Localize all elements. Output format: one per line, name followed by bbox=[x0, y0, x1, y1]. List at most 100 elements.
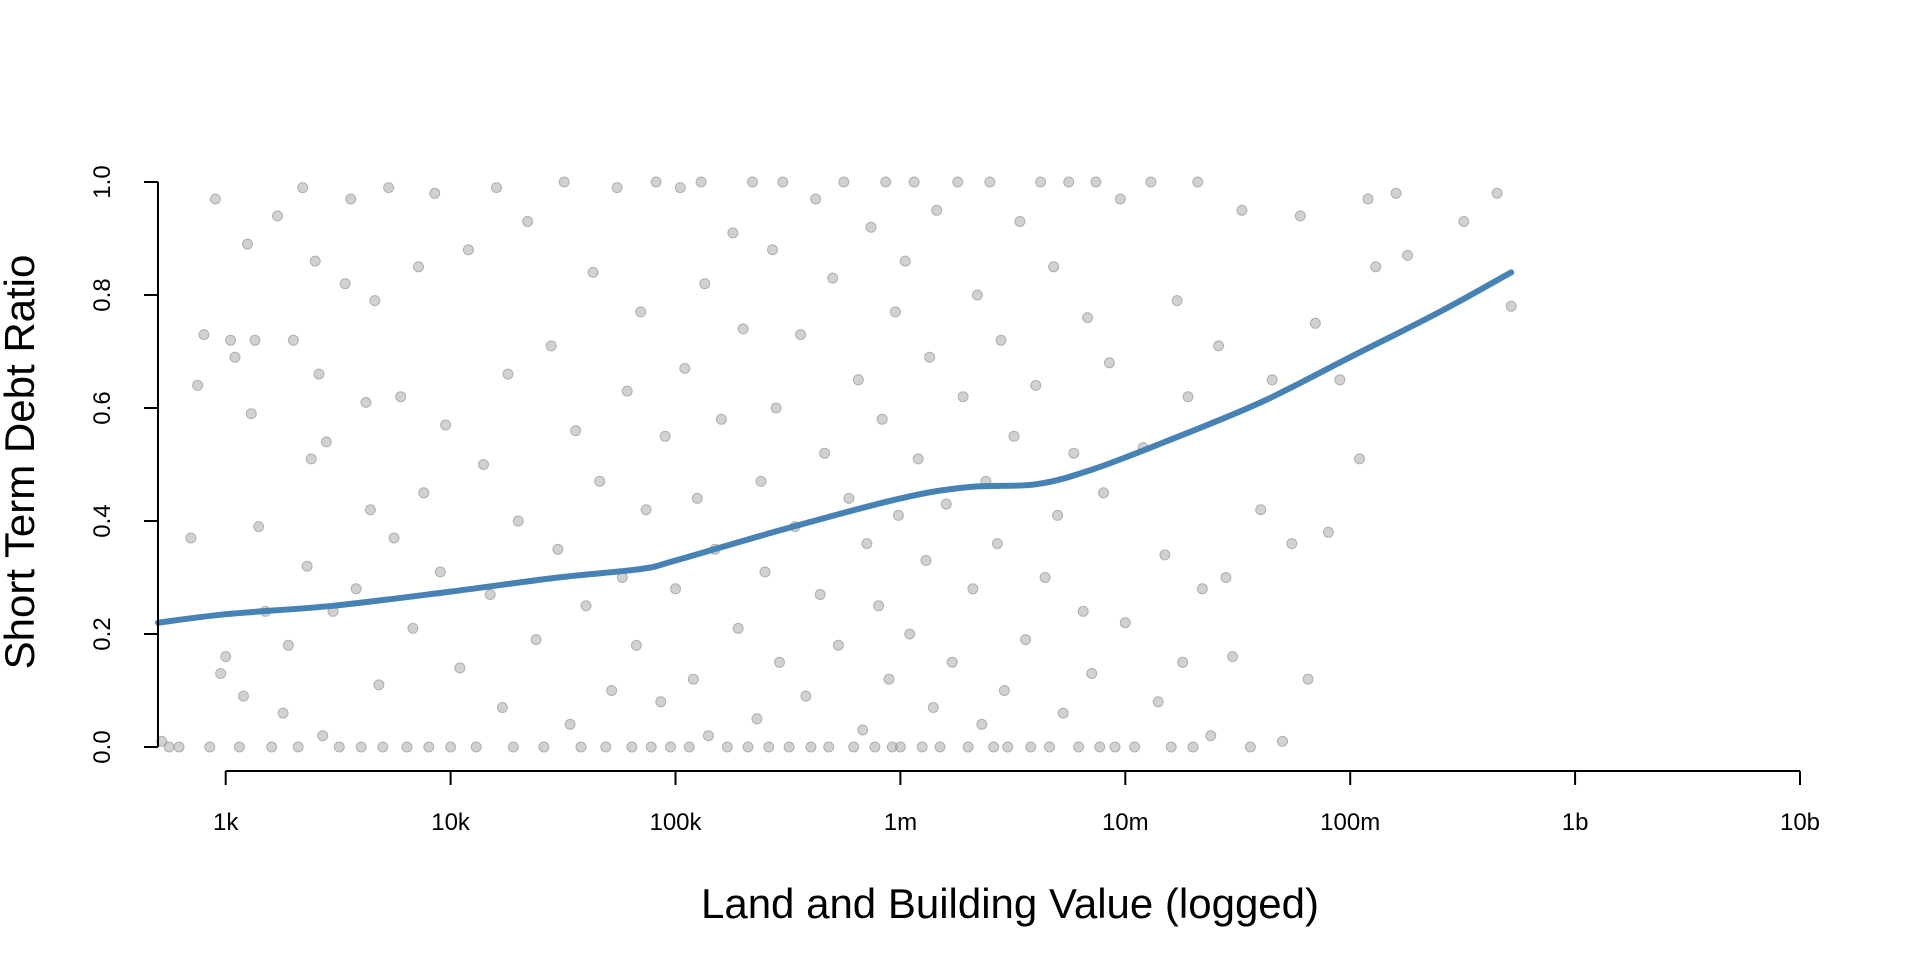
scatter-point bbox=[1109, 741, 1121, 753]
scatter-point bbox=[732, 622, 744, 634]
scatter-point bbox=[767, 244, 778, 256]
scatter-point bbox=[655, 696, 667, 708]
scatter-point bbox=[1025, 741, 1037, 753]
scatter-point bbox=[220, 651, 232, 663]
scatter-point bbox=[395, 391, 407, 403]
scatter-point bbox=[242, 238, 253, 250]
scatter-point bbox=[1068, 447, 1080, 459]
scatter-point bbox=[440, 419, 452, 431]
scatter-point bbox=[626, 741, 638, 753]
scatter-point bbox=[587, 266, 599, 278]
scatter-point bbox=[1008, 430, 1020, 442]
scatter-point bbox=[484, 589, 496, 600]
scatter-point bbox=[558, 176, 570, 188]
scatter-point bbox=[894, 741, 906, 753]
y-tick-label: 0.6 bbox=[89, 391, 116, 424]
scatter-point bbox=[814, 589, 826, 600]
scatter-point bbox=[876, 413, 888, 425]
scatter-point bbox=[360, 396, 372, 408]
scatter-point bbox=[665, 741, 676, 753]
scatter-point bbox=[545, 340, 557, 352]
scatter-point bbox=[282, 639, 294, 651]
scatter-point bbox=[1177, 656, 1189, 668]
scatter-point bbox=[1145, 176, 1157, 188]
scatter-point bbox=[1086, 668, 1098, 679]
scatter-point bbox=[309, 255, 321, 267]
scatter-point bbox=[691, 492, 703, 504]
scatter-point bbox=[1077, 605, 1089, 617]
scatter-point bbox=[462, 244, 474, 256]
scatter-point bbox=[873, 600, 885, 612]
scatter-point bbox=[253, 521, 265, 533]
scatter-point bbox=[530, 634, 542, 646]
scatter-point bbox=[1030, 379, 1042, 391]
scatter-point bbox=[819, 447, 831, 459]
scatter-point bbox=[1090, 176, 1102, 188]
scatter-point bbox=[423, 741, 435, 753]
scatter-point bbox=[1266, 374, 1278, 386]
scatter-point bbox=[1119, 617, 1131, 629]
scatter-point bbox=[827, 272, 839, 284]
scatter-point bbox=[377, 741, 389, 753]
scatter-point bbox=[715, 413, 727, 425]
scatter-point bbox=[659, 430, 671, 442]
scatter-point bbox=[991, 538, 1003, 550]
scatter-point bbox=[173, 741, 185, 753]
scatter-point bbox=[233, 741, 245, 753]
scatter-point bbox=[418, 487, 430, 499]
scatter-point bbox=[679, 362, 691, 374]
scatter-point bbox=[229, 351, 241, 363]
scatter-point bbox=[889, 306, 901, 318]
scatter-point bbox=[674, 182, 686, 194]
scatter-point bbox=[192, 379, 204, 391]
scatter-point bbox=[339, 278, 351, 290]
scatter-point bbox=[1491, 187, 1503, 199]
scatter-point bbox=[751, 713, 763, 725]
scatter-point bbox=[1082, 312, 1094, 324]
scatter-point bbox=[1073, 741, 1085, 753]
scatter-point bbox=[1171, 295, 1183, 307]
scatter-point bbox=[1236, 204, 1248, 216]
scatter-point bbox=[413, 261, 424, 273]
scatter-point bbox=[1227, 651, 1239, 663]
scatter-point bbox=[388, 532, 400, 544]
scatter-point bbox=[1244, 741, 1256, 753]
scatter-point bbox=[611, 182, 623, 194]
scatter-point bbox=[1002, 741, 1014, 753]
scatter-point bbox=[770, 402, 782, 414]
scatter-point bbox=[333, 741, 345, 753]
scatter-point bbox=[805, 741, 817, 753]
scatter-point bbox=[198, 329, 210, 341]
scatter-point bbox=[848, 741, 860, 753]
scatter-point bbox=[401, 741, 413, 753]
scatter-point bbox=[1354, 453, 1365, 465]
scatter-point bbox=[920, 555, 932, 566]
trend-line bbox=[155, 269, 1515, 626]
scatter-point bbox=[1458, 216, 1470, 227]
scatter-point bbox=[266, 741, 278, 753]
scatter-point bbox=[1505, 300, 1517, 312]
scatter-point bbox=[861, 538, 873, 550]
scatter-point bbox=[185, 532, 197, 544]
scatter-point bbox=[952, 176, 964, 188]
scatter-point bbox=[702, 730, 714, 742]
scatter-point bbox=[320, 436, 332, 448]
scatter-point bbox=[1039, 572, 1051, 583]
scatter-point bbox=[995, 334, 1007, 346]
x-tick-label: 10k bbox=[431, 809, 471, 836]
scatter-point bbox=[774, 656, 785, 668]
scatter-point bbox=[670, 583, 681, 595]
scatter-point bbox=[350, 583, 362, 595]
scatter-point bbox=[635, 306, 647, 318]
scatter-point bbox=[683, 741, 695, 753]
scatter-point bbox=[355, 741, 367, 753]
scatter-point bbox=[491, 182, 502, 194]
scatter-point bbox=[277, 707, 289, 719]
y-tick-label: 0.8 bbox=[89, 278, 116, 311]
scatter-point bbox=[1390, 187, 1402, 199]
scatter-point bbox=[1129, 741, 1141, 753]
scatter-point bbox=[755, 475, 767, 487]
scatter-point bbox=[1020, 634, 1031, 646]
scatter-point bbox=[630, 639, 642, 651]
